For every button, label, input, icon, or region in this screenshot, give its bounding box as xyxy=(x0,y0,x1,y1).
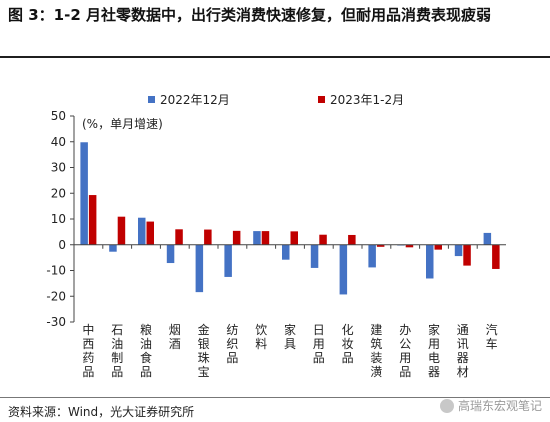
bar-janfeb2023 xyxy=(261,231,270,245)
x-tick-label: 日用品 xyxy=(313,323,325,365)
bar-dec2022 xyxy=(109,244,117,252)
bar-dec2022 xyxy=(166,244,175,264)
bar-dec2022 xyxy=(282,244,290,260)
unit-annotation: (%，单月增速) xyxy=(82,117,163,131)
title-rule xyxy=(0,56,550,58)
bar-janfeb2023 xyxy=(117,216,126,245)
x-tick-label: 建筑装潢 xyxy=(370,323,382,379)
bar-dec2022 xyxy=(339,244,348,295)
legend-swatch xyxy=(148,96,155,103)
bar-janfeb2023 xyxy=(232,230,241,245)
y-tick-label: 30 xyxy=(51,161,66,175)
watermark: 高瑞东宏观笔记 xyxy=(439,397,542,414)
chart-title: 图 3：1-2 月社零数据中，出行类消费快速修复，但耐用品消费表现疲弱 xyxy=(8,6,491,24)
bars xyxy=(80,142,500,295)
bar-dec2022 xyxy=(426,244,434,279)
bar-dec2022 xyxy=(483,232,492,245)
bar-janfeb2023 xyxy=(146,221,154,245)
bar-dec2022 xyxy=(454,244,463,257)
watermark-text: 高瑞东宏观笔记 xyxy=(457,399,542,413)
bar-janfeb2023 xyxy=(463,244,471,266)
bar-dec2022 xyxy=(224,244,232,277)
bar-janfeb2023 xyxy=(88,195,97,245)
y-tick-label: 0 xyxy=(58,238,66,252)
legend: 2022年12月 2023年1-2月 xyxy=(148,93,404,107)
x-tick-label: 纺织品 xyxy=(226,323,238,365)
bar-dec2022 xyxy=(138,217,146,245)
x-tick-label: 家具 xyxy=(284,322,296,351)
bar-dec2022 xyxy=(195,244,204,293)
x-tick-label: 石油制品 xyxy=(111,323,123,379)
x-tick-label: 家用电器 xyxy=(428,322,440,379)
x-tick-label: 化妆品 xyxy=(342,323,354,365)
x-tick-label: 饮料 xyxy=(255,323,267,351)
y-tick-label: 20 xyxy=(51,186,66,200)
bar-janfeb2023 xyxy=(492,244,500,269)
bar-janfeb2023 xyxy=(204,229,212,245)
bar-janfeb2023 xyxy=(376,244,385,247)
legend-label: 2022年12月 xyxy=(160,93,230,107)
x-tick-label: 办公用品 xyxy=(399,322,411,379)
y-axis: -30 -20 -10 0 10 20 30 40 50 xyxy=(46,109,75,329)
bar-janfeb2023 xyxy=(348,234,356,245)
bar-dec2022 xyxy=(368,244,376,268)
bar-janfeb2023 xyxy=(290,231,298,245)
bar-janfeb2023 xyxy=(175,229,183,245)
wechat-icon xyxy=(439,398,454,413)
source-note: 资料来源：Wind，光大证券研究所 xyxy=(8,405,195,419)
y-tick-label: 10 xyxy=(51,212,66,226)
x-tick-label: 粮油食品 xyxy=(140,322,152,379)
bar-janfeb2023 xyxy=(434,244,442,250)
x-tick-label: 汽车 xyxy=(486,322,498,351)
y-tick-label: 40 xyxy=(51,135,66,149)
legend-swatch xyxy=(318,96,325,103)
footer-rule xyxy=(0,397,550,398)
y-tick-label: -20 xyxy=(46,289,66,303)
y-tick-label: 50 xyxy=(51,109,66,123)
bar-dec2022 xyxy=(253,231,261,245)
bar-janfeb2023 xyxy=(405,244,414,248)
x-tick-label: 烟酒 xyxy=(169,323,181,351)
x-tick-label: 中西药品 xyxy=(82,322,94,379)
bar-dec2022 xyxy=(310,244,319,268)
bar-dec2022 xyxy=(80,142,88,245)
bar-janfeb2023 xyxy=(319,234,327,245)
x-tick-label: 金银珠宝 xyxy=(198,322,210,379)
x-tick-label: 通讯器材 xyxy=(457,323,469,379)
legend-label: 2023年1-2月 xyxy=(330,93,404,107)
y-tick-label: -30 xyxy=(46,315,66,329)
y-tick-label: -10 xyxy=(46,264,66,278)
